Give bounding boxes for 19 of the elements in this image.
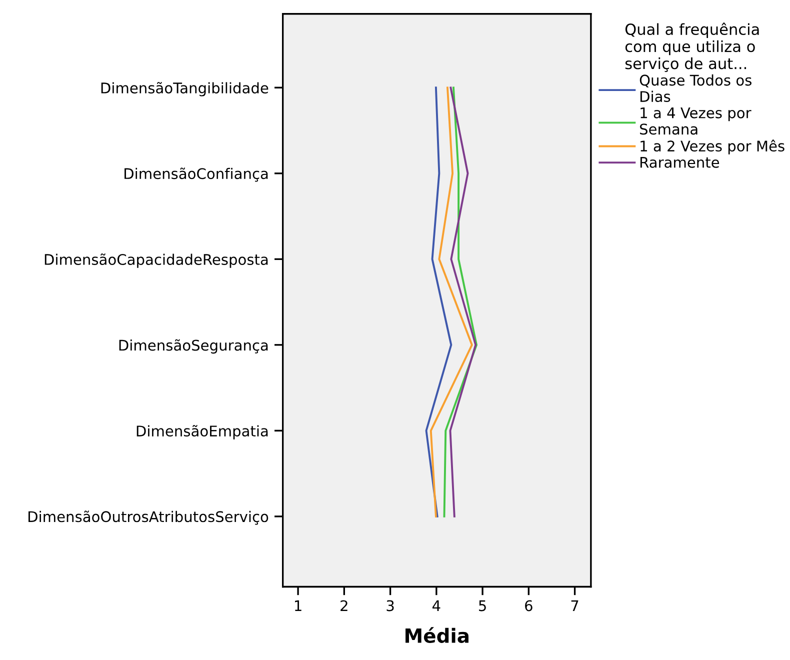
x-tick-label: 7 bbox=[571, 600, 578, 612]
x-tick-label: 5 bbox=[479, 600, 486, 612]
x-tick-label: 1 bbox=[295, 600, 302, 612]
legend-label: 1 a 2 Vezes por Mês bbox=[640, 140, 784, 154]
y-tick-label: DimensãoTangibilidade bbox=[101, 82, 268, 96]
legend-label: Raramente bbox=[640, 157, 720, 168]
x-tick-label: 3 bbox=[386, 600, 394, 612]
legend-title: Qual a frequência com que utiliza o serviço de aut... bbox=[625, 22, 759, 72]
legend-label: Quase Todos os Dias bbox=[640, 74, 752, 102]
y-tick-label: DimensãoCapacidadeResposta bbox=[44, 253, 268, 268]
y-tick-label: DimensãoOutrosAtributosServiço bbox=[28, 510, 268, 525]
y-tick-label: DimensãoEmpatia bbox=[136, 424, 268, 440]
legend-label: 1 a 4 Vezes por Semana bbox=[640, 107, 752, 135]
y-tick-label: DimensãoConfiança bbox=[124, 168, 268, 182]
y-tick-label: DimensãoSegurança bbox=[119, 339, 268, 354]
x-tick-label: 2 bbox=[340, 600, 348, 612]
x-tick-label: 4 bbox=[432, 600, 440, 612]
x-axis-title: Média bbox=[406, 627, 468, 643]
x-tick-label: 6 bbox=[525, 600, 532, 612]
